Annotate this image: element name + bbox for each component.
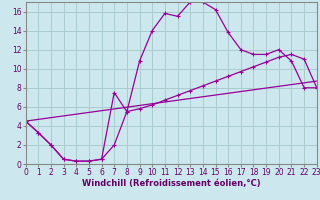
- X-axis label: Windchill (Refroidissement éolien,°C): Windchill (Refroidissement éolien,°C): [82, 179, 260, 188]
